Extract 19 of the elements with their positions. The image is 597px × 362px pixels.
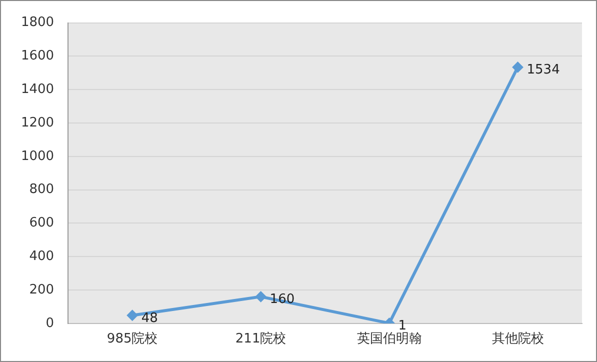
y-tick-label: 0	[46, 316, 54, 331]
x-tick-label: 985院校	[106, 332, 158, 347]
x-tick-label: 其他院校	[492, 332, 544, 347]
data-label: 1534	[526, 62, 560, 78]
y-tick-label: 1600	[20, 48, 54, 64]
y-tick-label: 1200	[20, 115, 54, 130]
y-tick-label: 200	[29, 282, 54, 298]
y-tick-label: 1400	[20, 82, 54, 97]
y-tick-label: 1800	[20, 15, 54, 30]
y-tick-label: 600	[29, 216, 54, 231]
data-label: 48	[141, 310, 158, 326]
y-tick-label: 400	[29, 248, 54, 264]
point	[126, 310, 138, 321]
point	[512, 62, 524, 73]
y-tick-label: 1000	[20, 148, 54, 164]
x-tick-label: 211院校	[235, 332, 286, 347]
x-tick-label: 英国伯明翰	[356, 332, 422, 347]
point	[255, 291, 266, 302]
y-tick-label: 800	[29, 182, 54, 198]
